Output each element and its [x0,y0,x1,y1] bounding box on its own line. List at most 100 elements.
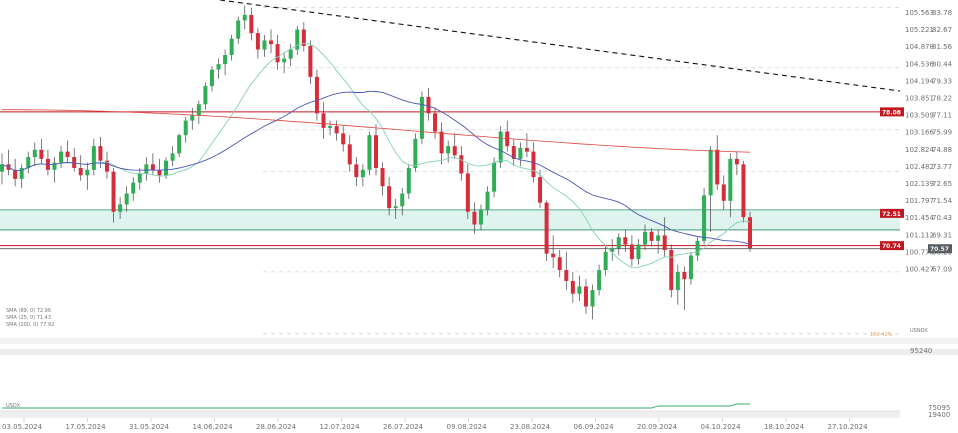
sma89-line [1,90,751,245]
candle-body [695,240,700,256]
candle-body [229,38,234,56]
candle-body [203,86,208,105]
y-tick-left: 101.112 [905,231,934,239]
candle-body [150,164,155,170]
y-tick-right: 81.56 [932,43,953,51]
price-tag-label: 72.51 [882,211,901,218]
candle-body [406,168,411,194]
candle-body [144,164,149,174]
candle-body [183,120,188,136]
y-tick-right: 69.31 [932,231,952,239]
candle-body [538,177,543,203]
symbol-badge: USNDX [910,328,928,334]
sub-panel-footer [0,411,900,418]
candle-body [216,64,221,70]
x-tick-label: 31.05.2024 [129,423,170,431]
sub-axis-top: 95240 [910,347,932,355]
candle-body [544,202,549,254]
moving-averages-layer [1,42,751,269]
candle-body [98,146,103,161]
candle-body [748,217,752,249]
candle-body [223,55,228,65]
candle-body [643,231,648,245]
candle-body [518,147,523,159]
candle-body [649,231,654,241]
candle-body [26,157,31,168]
candle-body [623,237,628,245]
price-tag [928,244,952,254]
candle-body [91,146,96,170]
candle-body [400,193,405,207]
support-zone [0,209,900,230]
candle-body [439,131,444,154]
x-tick-label: 12.07.2024 [320,423,361,431]
candle-body [485,191,490,210]
candle-body [13,169,18,179]
candle-body [39,149,44,159]
trend-line [219,0,901,92]
candle-body [354,164,359,178]
y-tick-right: 71.54 [932,197,953,205]
candle-body [360,169,365,178]
candle-body [524,147,529,152]
price-tags: 78.08 72.51 70.74 70.57 [880,107,952,254]
price-tag [880,208,904,218]
candle-body [557,257,562,271]
x-tick-label: 26.07.2024 [383,423,424,431]
sma200-line [2,109,751,153]
symbol-label: USNDX [910,328,928,334]
candle-body [72,157,77,168]
y-tick-left: 104.536 [905,60,934,68]
candles-layer [0,5,752,320]
sub-corner-label: USDX [6,403,21,409]
candle-body [636,244,641,260]
candle-body [419,96,424,139]
legend-sma200: SMA (200, 0) 77.92 [6,322,54,328]
y-tick-left: 100.427 [905,266,934,274]
candle-body [262,40,267,50]
y-tick-left: 103.509 [905,112,934,120]
y-tick-right: 72.65 [932,180,952,188]
indicator-legend: SMA (89, 0) 72.96 SMA (25, 0) 71.43 SMA … [6,308,54,328]
candle-body [492,162,497,192]
y-tick-right: 82.67 [932,26,952,34]
candle-body [387,186,392,209]
y-tick-right: 73.77 [932,163,952,171]
y-tick-right: 79.33 [932,77,952,85]
candle-body [275,44,280,63]
candle-body [702,195,707,241]
candle-body [465,173,470,212]
x-axis: 03.05.2024 17.05.2024 31.05.2024 14.06.2024… [2,418,868,431]
price-tag-label: 70.74 [882,243,901,250]
candle-body [131,182,136,194]
candle-body [597,270,602,291]
candle-body [374,135,378,168]
candle-body [164,160,169,176]
x-tick-label: 23.08.2024 [510,423,551,431]
x-tick-label: 04.10.2024 [701,423,742,431]
candle-body [242,14,247,21]
candle-body [19,168,24,179]
x-tick-label: 14.06.2024 [193,423,234,431]
y-tick-left: 102.139 [905,180,934,188]
x-tick-label: 09.08.2024 [447,423,488,431]
candle-body [478,209,483,225]
candle-body [472,211,477,225]
candle-body [288,49,293,59]
candle-body [741,164,746,218]
panel-separator [0,338,958,344]
candle-body [170,153,175,161]
y-tick-right: 78.22 [932,95,952,103]
candle-body [328,126,333,128]
candle-body [715,149,720,185]
legend-sma25: SMA (25, 0) 71.43 [6,315,51,321]
x-tick-label: 27.10.2024 [828,423,869,431]
y-tick-right: 67.09 [932,266,952,274]
price-tag [880,107,904,117]
y-tick-right: 68.20 [932,248,952,256]
candle-body [255,33,260,50]
candle-body [196,104,201,116]
y-tick-left: 104.194 [905,77,934,85]
